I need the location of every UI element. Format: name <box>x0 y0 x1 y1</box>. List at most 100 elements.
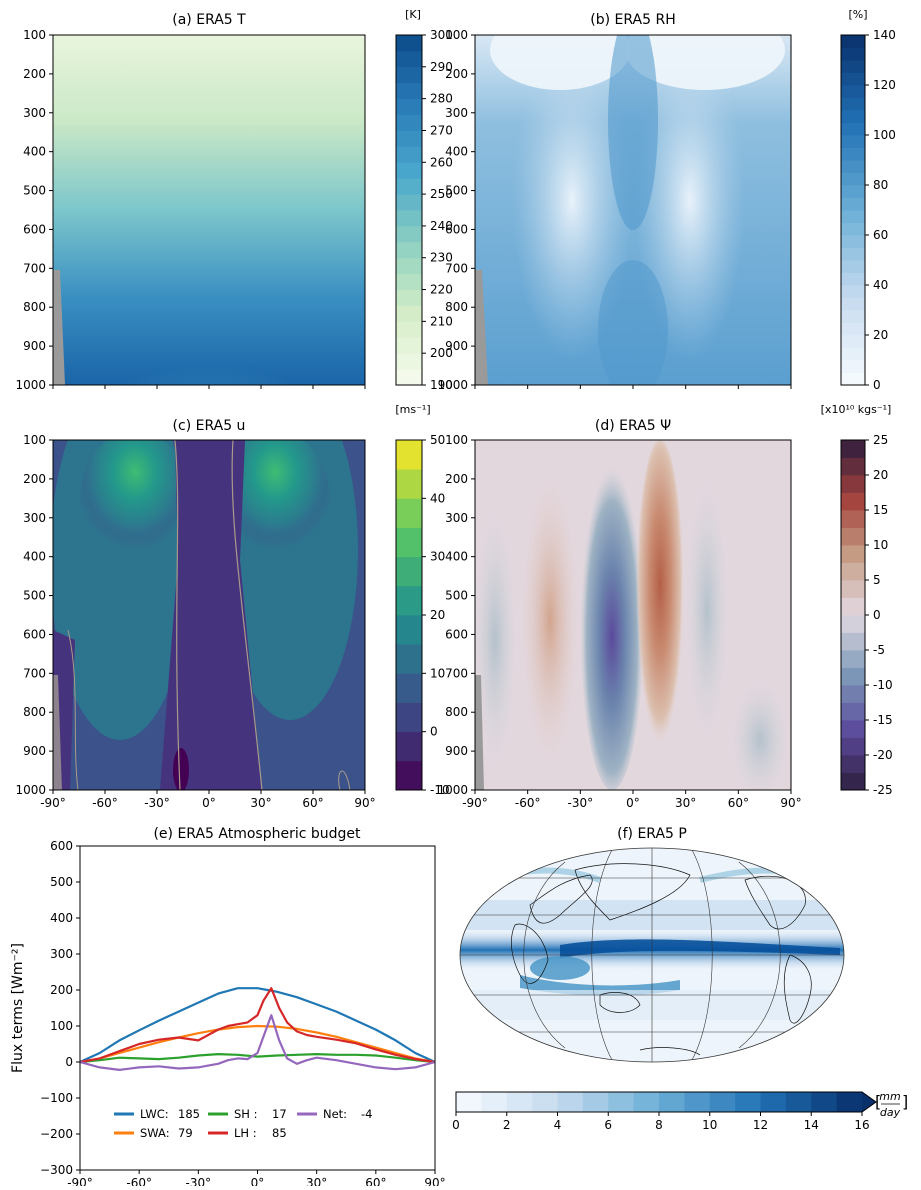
colorbar-segment <box>841 147 865 161</box>
panel-e: (e) ERA5 Atmospheric budget 600 500 400 300… <box>10 826 446 1190</box>
colorbar-tick-label: 0 <box>873 378 881 392</box>
panel-a-x-ticks <box>52 385 366 389</box>
colorbar-tick-label: 0 <box>452 1118 460 1132</box>
y-tick-label: −200 <box>40 1127 73 1141</box>
colorbar-tick-label: -15 <box>873 713 893 727</box>
panel-f-unit-den: day <box>880 1106 901 1119</box>
colorbar-segment <box>396 337 422 354</box>
panel-d: (d) ERA5 Ψ 10020030040050060070080090010… <box>437 403 892 810</box>
colorbar-segment <box>841 135 865 148</box>
panel-f-unit-num: mm <box>879 1090 900 1103</box>
legend-value: -4 <box>361 1107 372 1121</box>
colorbar-segment <box>841 110 865 123</box>
panel-c-field <box>53 440 365 790</box>
colorbar-segment <box>841 580 865 598</box>
colorbar-tick-label: 50 <box>430 433 445 447</box>
y-tick-label: 400 <box>445 145 468 159</box>
colorbar-segment <box>396 178 422 195</box>
colorbar-segment <box>396 527 422 558</box>
y-tick-label: 400 <box>23 550 46 564</box>
panel-e-x-axis: -90° -60° -30° 0° 30° 60° 90° <box>67 1170 446 1190</box>
y-tick-label: 1000 <box>437 378 468 392</box>
series-line-net <box>80 1014 435 1071</box>
colorbar-tick-label: 30 <box>430 550 445 564</box>
y-tick-label: 900 <box>445 744 468 758</box>
panel-f-map <box>460 848 844 1062</box>
y-tick-label: 700 <box>23 261 46 275</box>
y-tick-label: 300 <box>23 106 46 120</box>
colorbar-tick-label: 300 <box>430 28 453 42</box>
series-line-lh <box>80 987 435 1064</box>
x-tick-label: 0° <box>202 796 216 810</box>
legend-value: 17 <box>272 1107 287 1121</box>
colorbar-segment <box>841 160 865 173</box>
colorbar-segment <box>785 1092 812 1112</box>
y-tick-label: −300 <box>40 1163 73 1177</box>
colorbar-frame <box>840 34 866 386</box>
x-tick-label: 30° <box>675 796 696 810</box>
colorbar-segment <box>841 260 865 273</box>
y-tick-label: 500 <box>445 184 468 198</box>
colorbar-segment <box>506 1092 533 1112</box>
panel-b-field <box>475 35 791 385</box>
legend-label: LH : <box>234 1126 257 1140</box>
colorbar-tick-label: 140 <box>873 28 896 42</box>
x-tick-label: 30° <box>250 796 271 810</box>
colorbar-segment <box>396 498 422 528</box>
x-tick-label: 30° <box>306 1176 327 1186</box>
panel-b-colorbar: 0 20 40 60 80 100 120 140 <box>840 28 896 392</box>
panel-e-lines <box>80 987 435 1071</box>
y-tick-label: 400 <box>50 911 73 925</box>
colorbar-segment <box>557 1092 584 1112</box>
colorbar-segment <box>633 1092 660 1112</box>
panel-a-title: (a) ERA5 T <box>172 12 246 28</box>
panel-a-colorbar: 190 200 210 220 230 240 250 260 270 280 290 300 <box>395 28 453 392</box>
colorbar-segment <box>841 737 865 756</box>
colorbar-tick-label: 60 <box>873 228 888 242</box>
svg-text:]: ] <box>902 1092 908 1111</box>
colorbar-tick-label: 20 <box>873 468 888 482</box>
colorbar-segment <box>396 585 422 616</box>
panel-e-plot-area <box>80 846 435 1170</box>
colorbar-tick-label: 40 <box>873 278 888 292</box>
y-tick-label: 800 <box>445 300 468 314</box>
colorbar-segment <box>735 1092 761 1112</box>
panel-c-title: (c) ERA5 u <box>173 418 246 434</box>
colorbar-segment <box>841 667 865 686</box>
colorbar-segment <box>841 755 865 773</box>
x-tick-label: -60° <box>515 796 541 810</box>
panel-c-unit: [ms⁻¹] <box>395 403 430 416</box>
colorbar-tick-label: 14 <box>804 1118 819 1132</box>
y-tick-label: 700 <box>445 261 468 275</box>
x-tick-label: 90° <box>354 796 375 810</box>
y-tick-label: 500 <box>23 589 46 603</box>
colorbar-tick-label: 15 <box>873 503 888 517</box>
panel-d-title: (d) ERA5 Ψ <box>595 418 671 434</box>
colorbar-segment <box>841 72 865 86</box>
colorbar-segment <box>841 440 865 458</box>
colorbar-segment <box>456 1092 482 1112</box>
series-line-sh <box>80 1053 435 1064</box>
colorbar-tick-label: 210 <box>430 314 453 328</box>
colorbar-segment <box>396 353 422 370</box>
colorbar-segment <box>841 85 865 98</box>
colorbar-tick-label: 10 <box>873 538 888 552</box>
colorbar-segment <box>841 702 865 721</box>
colorbar-segment <box>841 247 865 261</box>
x-tick-label: -90° <box>40 796 66 810</box>
panel-d-y-axis: 100 200 300 400 500 600 700 800 900 1000 <box>437 433 475 797</box>
panel-c-y-axis: 100 200 300 400 500 600 700 800 900 1000 <box>15 433 53 797</box>
x-tick-label: -30° <box>144 796 170 810</box>
y-tick-label: 100 <box>445 433 468 447</box>
colorbar-tick-label: 270 <box>430 123 453 137</box>
y-tick-label: 700 <box>23 666 46 680</box>
y-tick-label: 300 <box>445 511 468 525</box>
x-tick-label: 0° <box>626 796 640 810</box>
colorbar-segment <box>841 372 865 386</box>
colorbar-segment <box>841 197 865 211</box>
y-tick-label: 900 <box>445 339 468 353</box>
colorbar-segment <box>582 1092 609 1112</box>
y-tick-label: 200 <box>445 472 468 486</box>
legend-value: 85 <box>272 1126 287 1140</box>
x-tick-label: -90° <box>67 1176 93 1186</box>
